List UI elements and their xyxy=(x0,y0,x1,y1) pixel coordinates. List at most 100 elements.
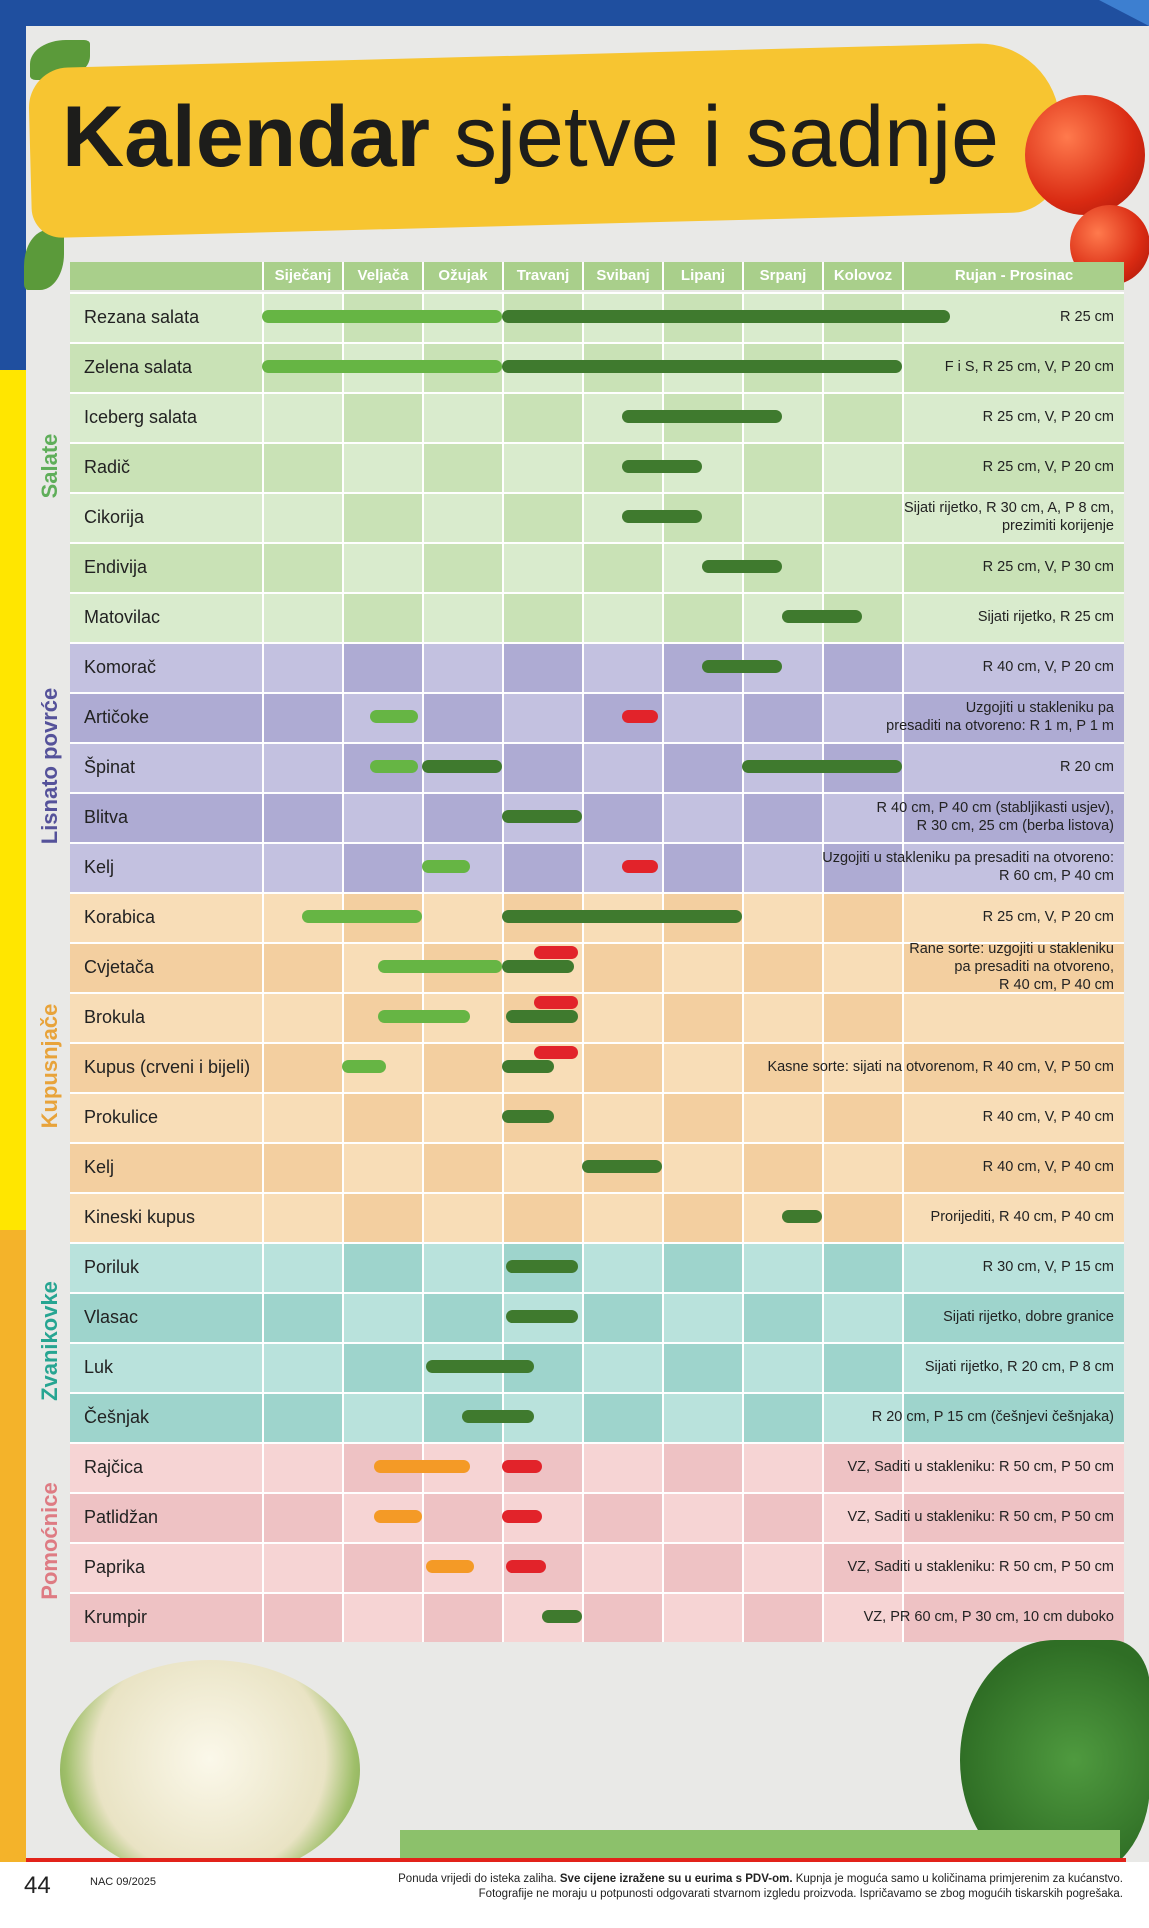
month-cell xyxy=(822,1092,902,1142)
table-row: Endivija R 25 cm, V, P 30 cm xyxy=(70,542,1124,592)
month-cell xyxy=(742,1042,822,1092)
left-orange-bar xyxy=(0,1230,26,1870)
month-cell xyxy=(662,1442,742,1492)
row-name-cell xyxy=(70,1042,262,1092)
month-cell xyxy=(422,1292,502,1342)
season-bar xyxy=(506,1560,546,1573)
month-header-0: Siječanj xyxy=(262,262,342,290)
season-bar xyxy=(622,710,658,723)
section-label-pomocnice: Pomoćnice xyxy=(37,1482,62,1600)
month-cell xyxy=(902,992,1124,1042)
row-name-cell xyxy=(70,292,262,342)
month-cell xyxy=(582,642,662,692)
vegetable-name: Vlasac xyxy=(84,1307,139,1327)
month-cell xyxy=(742,1392,822,1442)
month-cell xyxy=(582,1442,662,1492)
season-bar xyxy=(506,1310,578,1323)
note-line: Sijati rijetko, R 20 cm, P 8 cm xyxy=(924,1359,1114,1375)
month-cell xyxy=(262,992,342,1042)
month-cell xyxy=(742,1142,822,1192)
month-cell xyxy=(502,492,582,542)
planting-note: R 40 cm, V, P 20 cm xyxy=(983,642,1114,692)
month-cell xyxy=(262,1342,342,1392)
month-cell xyxy=(262,442,342,492)
note-line: R 25 cm, V, P 30 cm xyxy=(982,559,1114,575)
month-cell xyxy=(662,692,742,742)
season-bar xyxy=(378,960,502,973)
planting-note: R 40 cm, V, P 40 cm xyxy=(983,1092,1114,1142)
month-cell xyxy=(422,1142,502,1192)
month-cell xyxy=(582,842,662,892)
season-bar xyxy=(582,1160,662,1173)
note-line: Sijati rijetko, R 25 cm xyxy=(977,609,1114,625)
row-name-cell xyxy=(70,942,262,992)
note-line: F i S, R 25 cm, V, P 20 cm xyxy=(944,359,1114,375)
table-row: Rezana salata R 25 cm xyxy=(70,292,1124,342)
month-cell xyxy=(742,792,822,842)
month-cell xyxy=(742,1242,822,1292)
season-bar xyxy=(782,610,862,623)
row-name-cell xyxy=(70,592,262,642)
vegetable-name: Poriluk xyxy=(84,1257,140,1277)
month-cell xyxy=(662,992,742,1042)
month-cell xyxy=(422,642,502,692)
month-cell xyxy=(822,1542,902,1592)
month-cell xyxy=(502,692,582,742)
month-cell xyxy=(662,842,742,892)
month-cell xyxy=(662,1192,742,1242)
month-cell xyxy=(422,1092,502,1142)
month-cell xyxy=(262,1442,342,1492)
vegetable-name: Luk xyxy=(84,1357,114,1377)
table-row: Cikorija Sijati rijetko, R 30 cm, A, P 8 … xyxy=(70,492,1124,542)
month-cell xyxy=(262,842,342,892)
month-cell xyxy=(902,1192,1124,1242)
vegetable-name: Krumpir xyxy=(84,1607,148,1627)
note-line: VZ, Saditi u stakleniku: R 50 cm, P 50 c… xyxy=(847,1459,1114,1475)
month-header-8: Rujan - Prosinac xyxy=(902,262,1124,290)
section-label-salate: Salate xyxy=(37,433,62,499)
month-cell xyxy=(422,592,502,642)
month-cell xyxy=(342,592,422,642)
title-light: sjetve i sadnje xyxy=(453,89,999,185)
row-name-cell xyxy=(70,892,262,942)
month-cell xyxy=(262,1492,342,1542)
note-line: Uzgojiti u stakleniku pa presaditi na ot… xyxy=(822,850,1114,866)
month-cell xyxy=(262,1092,342,1142)
month-cell xyxy=(422,392,502,442)
month-cell xyxy=(662,742,742,792)
row-name-cell xyxy=(70,1342,262,1392)
month-cell xyxy=(342,1142,422,1192)
month-cell xyxy=(742,892,822,942)
month-cell xyxy=(742,1442,822,1492)
table-row: Kelj Uzgojiti u stakleniku pa presaditi n… xyxy=(70,842,1124,892)
left-blue-bar xyxy=(0,0,26,370)
month-cell xyxy=(262,1242,342,1292)
month-cell xyxy=(662,1042,742,1092)
month-cell xyxy=(902,892,1124,942)
month-cell xyxy=(902,1592,1124,1642)
month-cell xyxy=(742,1342,822,1392)
footer xyxy=(0,1862,1149,1928)
planting-note: VZ, Saditi u stakleniku: R 50 cm, P 50 c… xyxy=(848,1442,1114,1492)
month-cell xyxy=(582,1342,662,1392)
row-name-cell xyxy=(70,742,262,792)
month-cell xyxy=(342,1292,422,1342)
month-cell xyxy=(742,692,822,742)
season-bar xyxy=(502,1060,554,1073)
month-header-7: Kolovoz xyxy=(822,262,902,290)
month-cell xyxy=(262,1392,342,1442)
note-line: R 40 cm, V, P 40 cm xyxy=(982,1159,1114,1175)
month-cell xyxy=(422,442,502,492)
note-line: presaditi na otvoreno: R 1 m, P 1 m xyxy=(886,718,1114,734)
month-cell xyxy=(822,842,902,892)
season-bar xyxy=(742,760,902,773)
month-cell xyxy=(742,842,822,892)
row-name-cell xyxy=(70,1092,262,1142)
season-bar xyxy=(534,946,578,959)
month-header-2: Ožujak xyxy=(422,262,502,290)
planting-note: R 25 cm, V, P 20 cm xyxy=(983,392,1114,442)
month-cell xyxy=(902,1092,1124,1142)
section-label-kupusnjace: Kupusnjače xyxy=(37,1003,62,1129)
planting-note: R 25 cm, V, P 20 cm xyxy=(983,442,1114,492)
cauliflower-image xyxy=(60,1660,360,1880)
